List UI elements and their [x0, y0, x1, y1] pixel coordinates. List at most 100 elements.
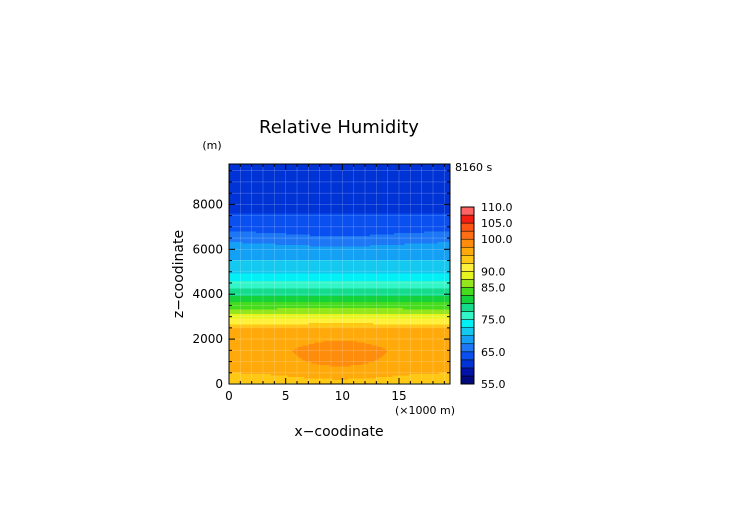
contour-cell — [427, 165, 429, 168]
contour-cell — [328, 165, 330, 168]
contour-cell — [283, 164, 285, 166]
contour-cell — [329, 167, 332, 169]
contour-cell — [298, 167, 300, 169]
contour-cell — [356, 165, 359, 168]
contour-cell — [256, 170, 258, 172]
contour-cell — [430, 167, 432, 169]
contour-cell — [304, 164, 306, 166]
contour-cell — [352, 167, 354, 169]
contour-cell — [242, 165, 245, 168]
contour-cell — [266, 167, 269, 169]
contour-cell — [412, 165, 414, 168]
contour-cell — [391, 167, 393, 169]
contour-cell — [442, 165, 444, 168]
contour-cell — [331, 168, 333, 171]
contour-cell — [257, 165, 260, 168]
contour-cell — [260, 164, 263, 166]
contour-cell — [254, 167, 257, 169]
contour-cell — [415, 164, 417, 166]
contour-cell — [247, 170, 249, 172]
contour-cell — [437, 165, 440, 168]
contour-cell — [344, 164, 347, 166]
contour-cell — [433, 165, 435, 168]
contour-cell — [430, 165, 432, 168]
contour-cell — [427, 168, 429, 171]
contour-cell — [440, 167, 443, 169]
contour-cell — [407, 164, 410, 166]
contour-cell — [430, 168, 432, 171]
contour-cell — [385, 168, 387, 171]
contour-cell — [274, 168, 276, 171]
contour-cell — [367, 164, 369, 166]
contour-cell — [368, 167, 371, 169]
contour-cell — [254, 170, 257, 172]
contour-cell — [281, 168, 284, 171]
contour-cell — [439, 165, 441, 168]
contour-cell — [410, 165, 413, 168]
contour-cell — [365, 168, 368, 171]
contour-cell — [323, 165, 326, 168]
contour-cell — [311, 167, 314, 169]
contour-cell — [289, 167, 291, 169]
contour-cell — [235, 170, 237, 172]
contour-cell — [254, 168, 257, 171]
contour-cell — [319, 168, 321, 171]
contour-cell — [332, 164, 335, 166]
contour-cell — [314, 168, 317, 171]
contour-cell — [244, 170, 246, 172]
contour-cell — [362, 165, 365, 168]
contour-cell — [428, 164, 431, 166]
contour-cell — [358, 167, 360, 169]
contour-cell — [325, 168, 327, 171]
contour-cell — [244, 164, 246, 166]
contour-cell — [263, 165, 266, 168]
contour-cell — [383, 165, 386, 168]
contour-cell — [382, 168, 384, 171]
contour-cell — [242, 164, 245, 166]
contour-cell — [373, 165, 375, 168]
contour-cell — [382, 164, 384, 166]
contour-cell — [280, 165, 282, 168]
contour-cell — [301, 165, 303, 168]
contour-cell — [365, 167, 368, 169]
contour-cell — [364, 168, 366, 171]
contour-cell — [406, 164, 408, 166]
contour-cell — [241, 170, 243, 172]
contour-cell — [299, 167, 302, 169]
contour-cell — [247, 164, 249, 166]
contour-cell — [416, 164, 419, 166]
contour-cell — [446, 164, 449, 166]
contour-cell — [233, 168, 236, 171]
contour-cell — [272, 164, 275, 166]
contour-cell — [343, 164, 345, 166]
contour-cell — [313, 165, 315, 168]
contour-cell — [356, 164, 359, 166]
contour-cell — [326, 167, 329, 169]
contour-cell — [362, 168, 365, 171]
contour-cell — [403, 165, 405, 168]
contour-cell — [248, 164, 251, 166]
contour-cell — [232, 167, 234, 169]
contour-cell — [376, 164, 378, 166]
contour-cell — [382, 165, 384, 168]
contour-cell — [260, 165, 263, 168]
contour-cell — [380, 164, 383, 166]
contour-cell — [406, 168, 408, 171]
contour-cell — [340, 167, 342, 169]
contour-cell — [355, 168, 357, 171]
contour-cell — [340, 164, 342, 166]
contour-cell — [397, 165, 399, 168]
contour-cell — [242, 167, 245, 169]
contour-cell — [329, 168, 332, 171]
contour-cell — [415, 165, 417, 168]
contour-cell — [292, 165, 294, 168]
contour-cell — [316, 164, 318, 166]
contour-cell — [308, 167, 311, 169]
contour-cell — [316, 167, 318, 169]
contour-cell — [334, 168, 336, 171]
contour-cell — [241, 168, 243, 171]
time-label: 8160 s — [455, 161, 492, 174]
contour-cell — [322, 165, 324, 168]
contour-cell — [232, 165, 234, 168]
contour-cell — [233, 170, 236, 172]
